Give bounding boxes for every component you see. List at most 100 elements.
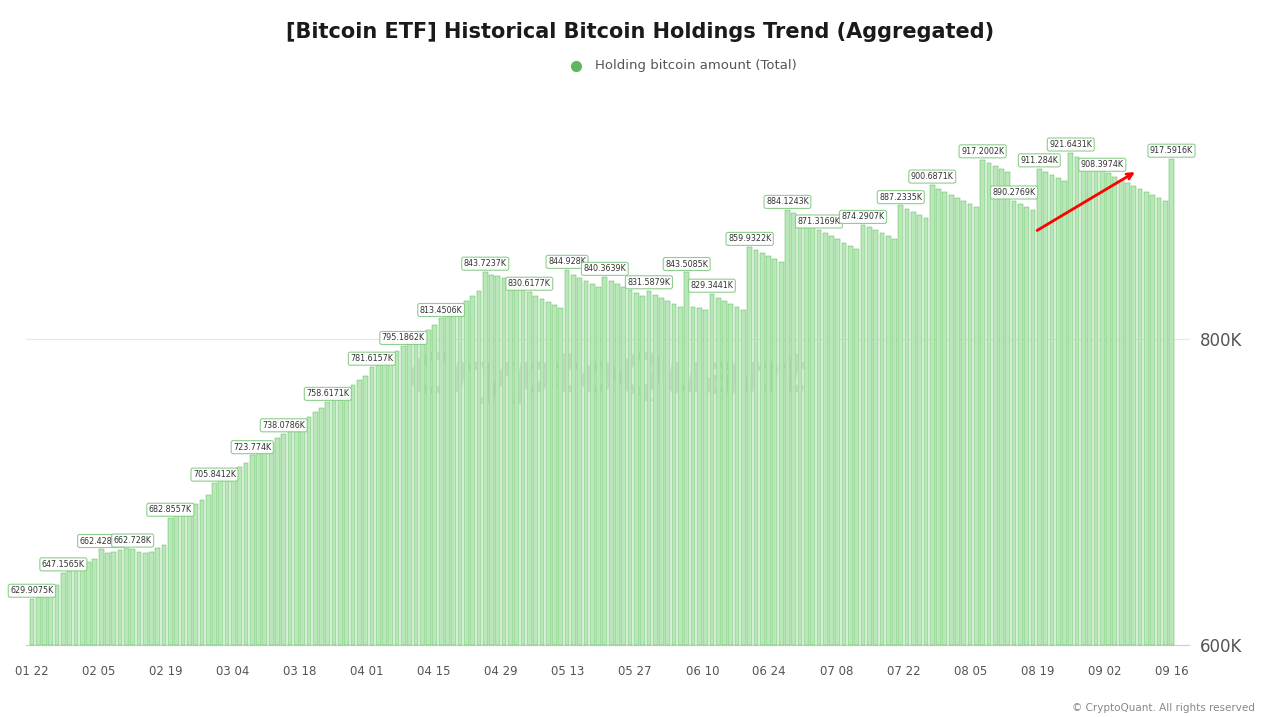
- Bar: [36, 597, 41, 645]
- Bar: [301, 422, 305, 645]
- Bar: [445, 315, 449, 645]
- Bar: [143, 553, 147, 645]
- Bar: [942, 192, 947, 645]
- Bar: [105, 553, 110, 645]
- Bar: [961, 201, 966, 645]
- Bar: [955, 198, 960, 645]
- Bar: [616, 284, 620, 645]
- Bar: [666, 300, 671, 645]
- Text: © CryptoQuant. All rights reserved: © CryptoQuant. All rights reserved: [1071, 703, 1254, 713]
- Bar: [974, 207, 979, 645]
- Bar: [545, 302, 550, 645]
- Bar: [357, 380, 362, 645]
- Bar: [458, 305, 462, 645]
- Bar: [892, 239, 897, 645]
- Bar: [262, 447, 268, 645]
- Bar: [49, 590, 54, 645]
- Bar: [767, 256, 771, 645]
- Text: 813.4506K: 813.4506K: [420, 305, 462, 315]
- Bar: [200, 500, 205, 645]
- Text: 859.9322K: 859.9322K: [728, 234, 772, 243]
- Bar: [433, 325, 438, 645]
- Bar: [489, 275, 494, 645]
- Bar: [155, 549, 160, 645]
- Text: 705.8412K: 705.8412K: [193, 470, 236, 479]
- Bar: [596, 287, 600, 645]
- Bar: [1162, 201, 1167, 645]
- Bar: [1050, 175, 1055, 645]
- Bar: [111, 551, 116, 645]
- Bar: [250, 455, 255, 645]
- Bar: [1024, 207, 1029, 645]
- Bar: [849, 246, 852, 645]
- Bar: [193, 504, 198, 645]
- Text: 795.1862K: 795.1862K: [381, 333, 425, 343]
- Text: 07 08: 07 08: [819, 665, 852, 678]
- Bar: [797, 217, 803, 645]
- Bar: [804, 219, 809, 645]
- Bar: [206, 495, 210, 645]
- Bar: [886, 237, 891, 645]
- Bar: [1087, 163, 1092, 645]
- Text: 08 05: 08 05: [954, 665, 987, 678]
- Bar: [476, 292, 481, 645]
- Text: 662.728K: 662.728K: [114, 536, 151, 545]
- Bar: [370, 367, 374, 645]
- Bar: [899, 206, 904, 645]
- Bar: [722, 300, 727, 645]
- Bar: [993, 166, 997, 645]
- Bar: [980, 160, 986, 645]
- Bar: [79, 565, 84, 645]
- Bar: [61, 573, 65, 645]
- Bar: [237, 467, 242, 645]
- Bar: [312, 412, 317, 645]
- Text: 04 01: 04 01: [351, 665, 384, 678]
- Bar: [1138, 189, 1142, 645]
- Bar: [212, 483, 216, 645]
- Bar: [621, 287, 626, 645]
- Bar: [609, 281, 613, 645]
- Text: 647.1565K: 647.1565K: [42, 560, 84, 569]
- Text: 917.2002K: 917.2002K: [961, 147, 1005, 156]
- Bar: [1151, 195, 1155, 645]
- Bar: [627, 290, 632, 645]
- Text: 829.3441K: 829.3441K: [690, 281, 733, 290]
- Bar: [640, 296, 645, 645]
- Bar: [131, 549, 134, 645]
- Bar: [174, 516, 179, 645]
- Bar: [867, 227, 872, 645]
- Bar: [495, 276, 500, 645]
- Bar: [1119, 180, 1124, 645]
- Text: 908.3974K: 908.3974K: [1080, 161, 1124, 169]
- Bar: [1144, 192, 1148, 645]
- Bar: [74, 569, 78, 645]
- Bar: [351, 385, 356, 645]
- Bar: [760, 253, 764, 645]
- Bar: [86, 562, 91, 645]
- Bar: [187, 508, 192, 645]
- Text: 911.284K: 911.284K: [1020, 156, 1059, 165]
- Bar: [1056, 179, 1061, 645]
- Bar: [42, 594, 47, 645]
- Bar: [703, 310, 708, 645]
- Bar: [527, 292, 531, 645]
- Text: 890.2769K: 890.2769K: [992, 188, 1036, 197]
- Bar: [219, 480, 223, 645]
- Text: 01 22: 01 22: [15, 665, 49, 678]
- Bar: [307, 417, 311, 645]
- Text: 843.7237K: 843.7237K: [463, 260, 507, 268]
- Bar: [420, 334, 425, 645]
- Bar: [180, 513, 186, 645]
- Bar: [463, 300, 468, 645]
- Bar: [860, 225, 865, 645]
- Bar: [282, 434, 287, 645]
- Text: 02 19: 02 19: [150, 665, 183, 678]
- Bar: [1043, 172, 1048, 645]
- Bar: [68, 571, 72, 645]
- Bar: [243, 462, 248, 645]
- Bar: [332, 399, 337, 645]
- Bar: [376, 365, 380, 645]
- Bar: [1157, 198, 1161, 645]
- Bar: [817, 230, 822, 645]
- Bar: [741, 310, 746, 645]
